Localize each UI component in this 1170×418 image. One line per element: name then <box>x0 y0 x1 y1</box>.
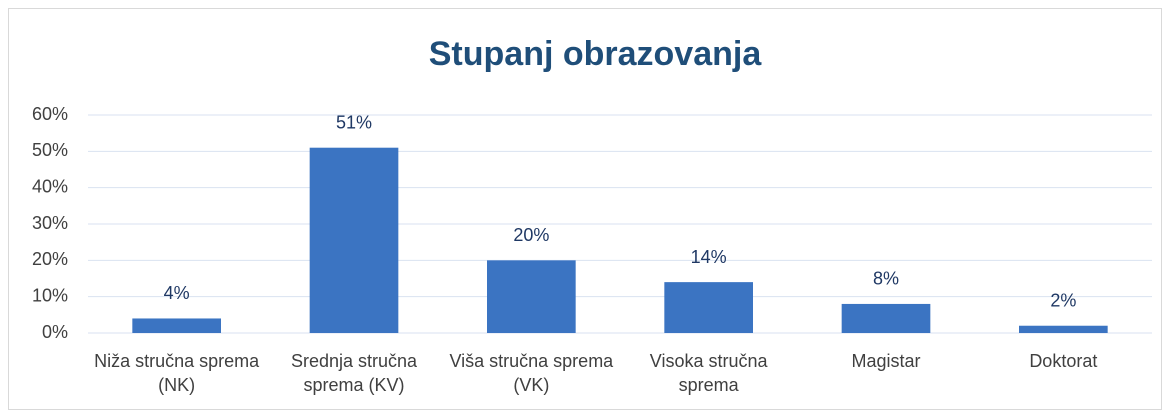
y-tick-label: 30% <box>32 213 68 233</box>
chart-border <box>8 8 1162 410</box>
x-tick-label: Magistar <box>851 351 921 371</box>
y-tick-label: 50% <box>32 140 68 160</box>
bar <box>132 318 221 333</box>
y-tick-label: 40% <box>32 176 68 196</box>
x-tick-label: Doktorat <box>1029 351 1098 371</box>
value-label: 51% <box>336 112 372 132</box>
x-tick-label: Niža stručna sprema (NK) <box>94 351 260 395</box>
bar <box>841 303 931 333</box>
chart-title: Stupanj obrazovanja <box>429 35 763 73</box>
value-label: 2% <box>1050 290 1076 310</box>
bar <box>487 260 576 333</box>
bar <box>664 282 753 333</box>
bar <box>1019 325 1108 333</box>
x-tick-label: Visoka stručna sprema <box>649 351 768 395</box>
x-tick-label: Srednja stručna sprema (KV) <box>290 351 418 395</box>
bar <box>309 147 399 333</box>
value-label: 8% <box>873 269 899 289</box>
x-tick-label: Viša stručna sprema (VK) <box>449 351 614 395</box>
value-label: 20% <box>513 225 549 245</box>
y-tick-label: 20% <box>32 249 68 269</box>
y-tick-label: 10% <box>32 285 68 305</box>
value-label: 14% <box>691 247 727 267</box>
value-label: 4% <box>164 283 190 303</box>
y-tick-label: 0% <box>42 322 68 342</box>
y-tick-label: 60% <box>32 104 68 124</box>
